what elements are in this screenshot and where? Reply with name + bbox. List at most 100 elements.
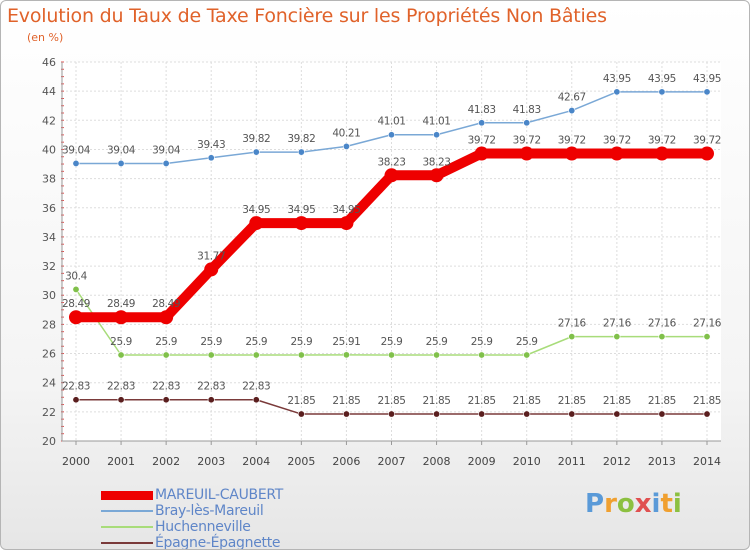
data-label: 21.85 <box>287 395 315 407</box>
data-point <box>609 146 624 161</box>
data-label: 39.04 <box>107 144 136 156</box>
data-point <box>474 146 489 161</box>
logo-letter: t <box>660 489 673 519</box>
data-label: 22.83 <box>152 381 180 393</box>
x-tick-label: 2003 <box>197 455 225 468</box>
data-label: 39.72 <box>513 135 541 147</box>
y-tick-label: 40 <box>42 143 56 156</box>
y-tick-label: 22 <box>42 406 56 419</box>
data-point <box>658 410 666 418</box>
data-point <box>568 107 576 115</box>
data-label: 28.49 <box>152 298 180 310</box>
data-point <box>252 396 260 404</box>
data-label: 39.82 <box>287 133 315 145</box>
data-label: 38.23 <box>423 156 451 168</box>
data-point <box>519 146 534 161</box>
data-point <box>204 262 219 277</box>
x-tick-label: 2010 <box>513 455 541 468</box>
data-point <box>294 216 309 231</box>
data-label: 22.83 <box>107 381 135 393</box>
y-tick-label: 46 <box>42 56 56 69</box>
data-point <box>117 396 125 404</box>
data-label: 41.83 <box>513 104 541 116</box>
y-tick-label: 28 <box>42 318 56 331</box>
data-label: 43.95 <box>648 73 676 85</box>
data-label: 25.9 <box>110 336 132 348</box>
y-tick-label: 30 <box>42 289 56 302</box>
data-label: 39.82 <box>242 133 270 145</box>
data-label: 25.9 <box>381 336 403 348</box>
data-point <box>568 333 576 341</box>
data-label: 28.49 <box>107 298 135 310</box>
data-point <box>72 159 80 167</box>
data-label: 21.85 <box>558 395 586 407</box>
y-tick-label: 44 <box>42 85 56 98</box>
logo-letter: P <box>585 489 605 519</box>
data-point <box>433 410 441 418</box>
data-label: 40.21 <box>332 127 360 139</box>
data-point <box>429 168 444 183</box>
data-label: 39.72 <box>558 135 586 147</box>
data-point <box>564 146 579 161</box>
x-tick-label: 2011 <box>558 455 586 468</box>
data-point <box>613 333 621 341</box>
data-point <box>252 148 260 156</box>
legend-label: MAREUIL-CAUBERT <box>155 487 284 503</box>
data-label: 21.85 <box>377 395 405 407</box>
data-label: 22.83 <box>197 381 225 393</box>
data-point <box>162 351 170 359</box>
data-label: 21.85 <box>423 395 451 407</box>
logo-letter: o <box>616 489 635 519</box>
data-point <box>207 351 215 359</box>
data-label: 28.49 <box>62 298 90 310</box>
data-point <box>72 396 80 404</box>
data-point <box>252 351 260 359</box>
x-tick-label: 2000 <box>62 455 90 468</box>
proxiti-logo: Proxiti <box>585 489 682 519</box>
data-label: 42.67 <box>558 92 586 104</box>
data-point <box>384 168 399 183</box>
legend-swatch <box>101 490 153 500</box>
data-label: 39.72 <box>468 135 496 147</box>
data-label: 21.85 <box>648 395 676 407</box>
legend-label: Bray-lès-Mareuil <box>155 503 264 519</box>
data-label: 34.95 <box>287 204 315 216</box>
chart-unit: (en %) <box>27 31 64 44</box>
data-label: 38.23 <box>377 156 405 168</box>
data-point <box>342 351 350 359</box>
data-label: 39.04 <box>62 144 91 156</box>
data-label: 21.85 <box>603 395 631 407</box>
x-tick-label: 2012 <box>603 455 631 468</box>
data-point <box>339 216 354 231</box>
data-point <box>568 410 576 418</box>
data-label: 25.9 <box>245 336 267 348</box>
data-point <box>297 351 305 359</box>
data-point <box>69 310 83 325</box>
data-point <box>297 410 305 418</box>
x-tick-label: 2002 <box>152 455 180 468</box>
data-point <box>207 154 215 162</box>
data-point <box>478 119 486 127</box>
legend-swatch <box>101 542 153 544</box>
data-point <box>700 146 714 161</box>
y-tick-label: 26 <box>42 348 56 361</box>
data-label: 43.95 <box>693 73 721 85</box>
data-label: 27.16 <box>603 318 632 330</box>
data-point <box>478 410 486 418</box>
data-point <box>159 310 174 325</box>
logo-letter: i <box>672 489 682 519</box>
data-label: 21.85 <box>513 395 541 407</box>
data-label: 30.4 <box>65 270 87 282</box>
data-label: 39.72 <box>693 135 721 147</box>
data-point <box>387 131 395 139</box>
data-label: 22.83 <box>62 381 90 393</box>
data-label: 25.9 <box>516 336 538 348</box>
legend-swatch <box>101 526 153 528</box>
y-tick-label: 36 <box>42 202 56 215</box>
logo-letter: r <box>604 489 617 519</box>
data-point <box>433 131 441 139</box>
data-point <box>387 351 395 359</box>
data-label: 34.95 <box>242 204 270 216</box>
